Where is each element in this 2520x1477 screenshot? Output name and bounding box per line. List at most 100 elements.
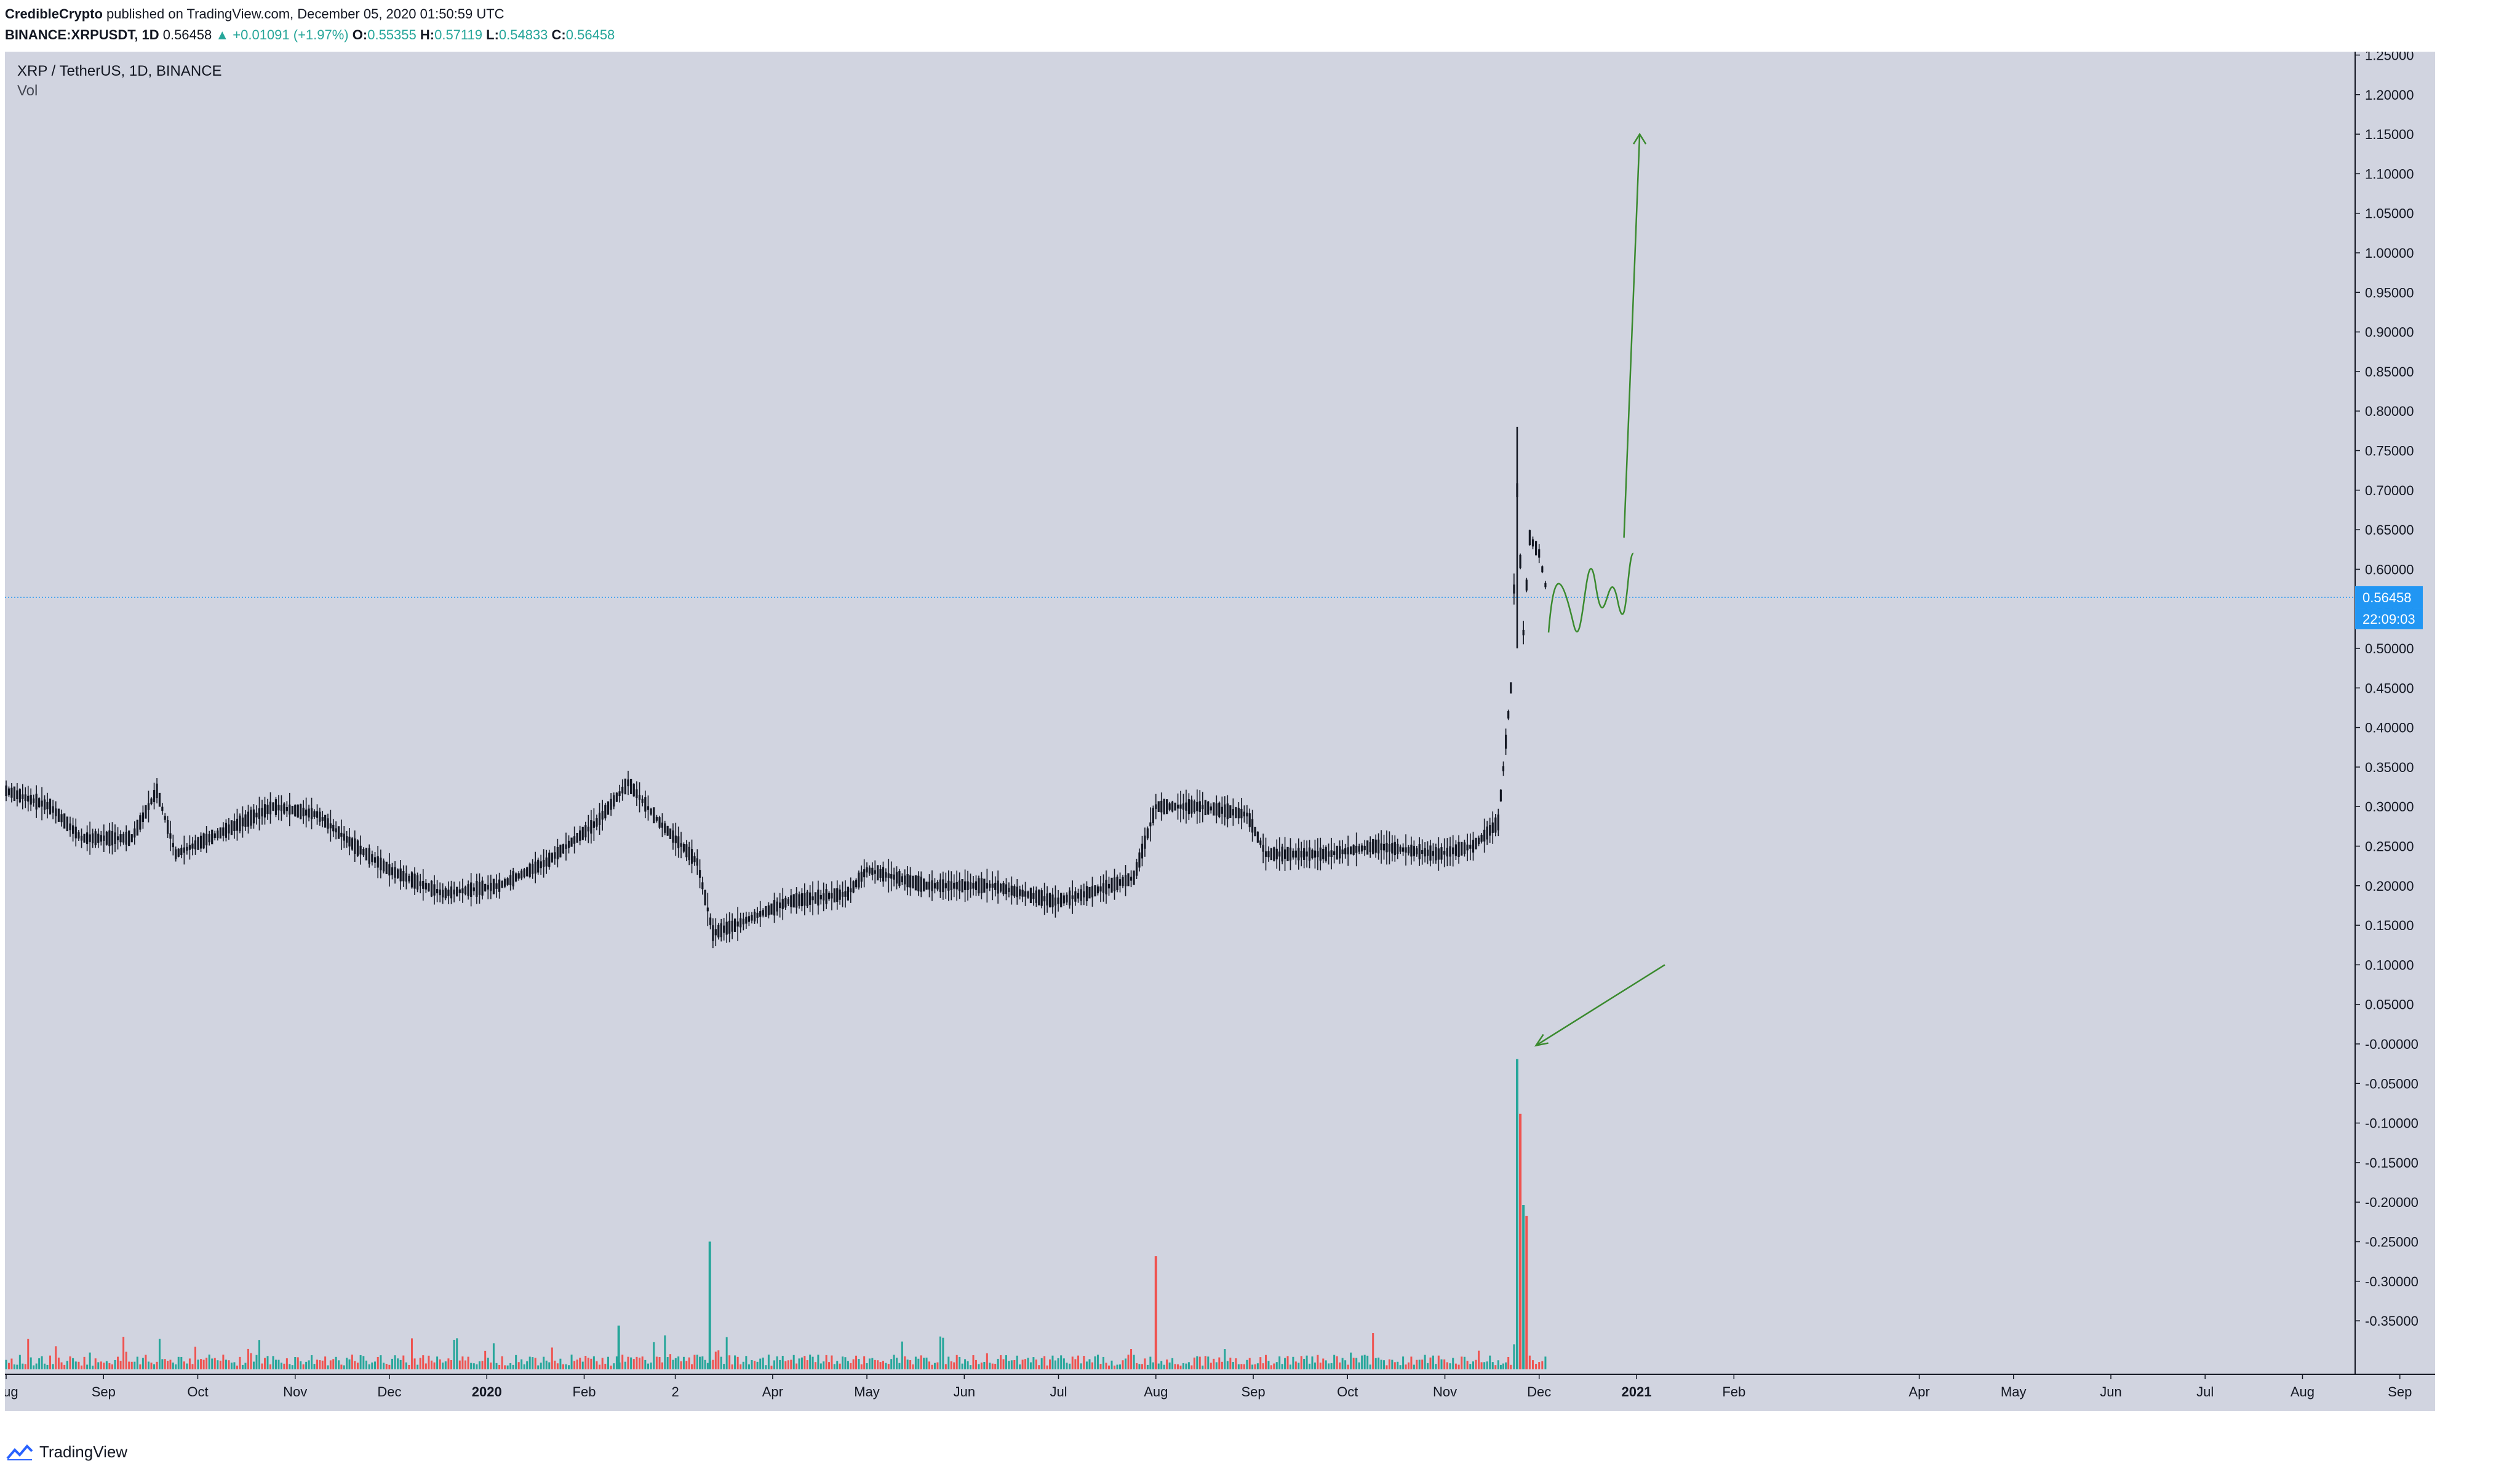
candle-body: [925, 882, 928, 890]
candle-body: [241, 818, 244, 827]
candle-body: [1486, 826, 1488, 840]
candle-body: [186, 846, 188, 851]
candle-body: [57, 808, 60, 822]
candle-body: [1202, 805, 1204, 810]
volume-bar: [266, 1356, 269, 1369]
volume-bar: [1416, 1360, 1418, 1369]
candle-body: [983, 878, 986, 893]
volume-bar: [33, 1365, 35, 1369]
volume-bar: [27, 1339, 30, 1369]
volume-bar: [1472, 1361, 1474, 1369]
volume-bar: [1046, 1365, 1048, 1369]
candle-body: [562, 844, 565, 854]
candle-body: [1235, 807, 1237, 818]
volume-bar: [66, 1361, 68, 1369]
candle-body: [1251, 819, 1254, 833]
candle-body: [698, 870, 701, 878]
volume-bar: [1311, 1356, 1314, 1369]
volume-bar: [16, 1364, 18, 1369]
price-chart-svg[interactable]: 1 USDT1.250001.200001.150001.100001.0500…: [5, 52, 2435, 1411]
candle-body: [1182, 803, 1185, 810]
volume-bar: [621, 1355, 624, 1369]
volume-legend[interactable]: Vol: [17, 82, 38, 99]
candle-body: [1010, 885, 1013, 896]
candle-body: [116, 836, 119, 840]
volume-bar: [136, 1356, 138, 1369]
volume-bar: [568, 1365, 570, 1369]
volume-bar: [38, 1358, 41, 1369]
volume-bar: [1358, 1362, 1360, 1369]
candle-body: [512, 871, 514, 886]
candle-body: [961, 879, 963, 893]
candle-body: [18, 789, 21, 803]
volume-bar: [1294, 1361, 1297, 1369]
footer-brand[interactable]: TradingView: [39, 1443, 128, 1461]
x-tick-label: Aug: [5, 1384, 18, 1399]
candle-body: [1328, 851, 1330, 857]
candle-body: [1160, 800, 1163, 813]
volume-bar: [950, 1361, 952, 1369]
candle-body: [166, 819, 169, 834]
volume-bar: [961, 1363, 963, 1369]
chart-pane[interactable]: 1 USDT1.250001.200001.150001.100001.0500…: [5, 52, 2435, 1411]
volume-bar: [368, 1364, 370, 1369]
candle-body: [1541, 566, 1544, 573]
volume-bar: [787, 1360, 789, 1369]
volume-bar: [1410, 1356, 1413, 1369]
candle-body: [156, 783, 158, 798]
volume-bar: [975, 1360, 977, 1369]
volume-bar: [991, 1363, 994, 1369]
candle-body: [1157, 801, 1160, 812]
candle-body: [197, 837, 199, 850]
volume-bar: [723, 1364, 725, 1369]
candle-body: [1454, 844, 1457, 856]
y-tick-label: -0.05000: [2365, 1076, 2418, 1091]
volume-bar: [901, 1341, 903, 1369]
volume-bar: [1166, 1359, 1168, 1369]
volume-bar: [1284, 1358, 1286, 1369]
candle-body: [972, 883, 975, 889]
candle-body: [1350, 846, 1352, 854]
volume-bar: [191, 1364, 194, 1369]
volume-bar: [740, 1364, 742, 1369]
candle-body: [601, 811, 604, 820]
x-tick-label: Oct: [187, 1384, 208, 1399]
candle-body: [1146, 828, 1149, 838]
volume-bar: [613, 1363, 615, 1369]
candle-body: [565, 844, 567, 849]
volume-bar: [534, 1358, 536, 1369]
volume-bar: [759, 1358, 762, 1369]
volume-bar: [800, 1357, 803, 1369]
volume-bar: [1160, 1361, 1163, 1369]
candle-body: [1303, 848, 1306, 860]
volume-bar: [1243, 1364, 1245, 1369]
volume-bar: [94, 1358, 97, 1369]
volume-bar: [219, 1360, 221, 1369]
volume-bar: [836, 1361, 839, 1369]
volume-bar: [230, 1363, 233, 1369]
candle-body: [644, 797, 647, 812]
volume-bar: [305, 1361, 308, 1369]
volume-bar: [44, 1363, 46, 1369]
candle-body: [142, 812, 144, 822]
y-tick-label: 0.10000: [2365, 957, 2414, 973]
volume-bar: [590, 1358, 592, 1369]
candle-body: [222, 827, 225, 836]
publisher-name[interactable]: CredibleCrypto: [5, 6, 103, 22]
candle-body: [228, 824, 230, 834]
volume-bar: [682, 1356, 685, 1369]
volume-bar: [1309, 1363, 1311, 1369]
candle-body: [800, 893, 803, 907]
candle-body: [7, 788, 10, 795]
volume-bar: [498, 1364, 501, 1369]
candle-body: [833, 888, 835, 903]
candle-body: [422, 881, 425, 889]
candle-body: [108, 830, 111, 846]
volume-bar: [1405, 1364, 1407, 1369]
volume-bar: [1080, 1363, 1082, 1369]
candle-body: [188, 845, 191, 850]
legend-title[interactable]: XRP / TetherUS, 1D, BINANCE: [17, 63, 222, 79]
y-tick-label: 0.50000: [2365, 641, 2414, 656]
volume-bar: [225, 1360, 227, 1369]
candle-body: [1314, 850, 1317, 858]
